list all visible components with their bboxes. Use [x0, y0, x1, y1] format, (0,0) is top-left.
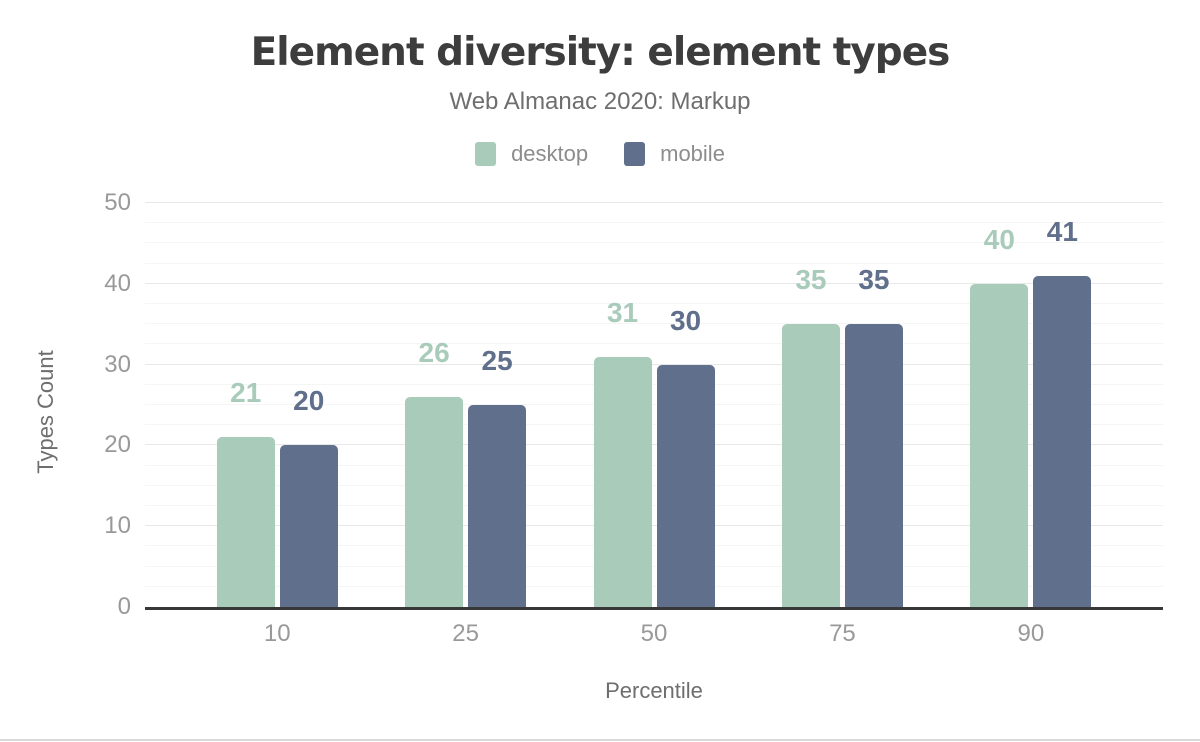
minor-gridline — [145, 383, 1163, 385]
chart-subtitle: Web Almanac 2020: Markup — [449, 88, 751, 115]
mobile-value-label: 20 — [293, 385, 325, 417]
x-tick-label: 90 — [1017, 620, 1045, 647]
minor-gridline — [145, 565, 1163, 567]
desktop-bar[interactable] — [593, 356, 652, 607]
major-gridline — [145, 444, 1163, 446]
bar-group-p50: 31 30 — [560, 203, 748, 607]
major-gridline — [145, 525, 1163, 527]
minor-gridline — [145, 424, 1163, 426]
bar-slot-mobile: 25 — [468, 203, 527, 607]
minor-gridline — [145, 323, 1163, 325]
bar-slot-mobile: 35 — [844, 203, 903, 607]
bar-group-p25: 26 25 — [371, 203, 559, 607]
minor-gridline — [145, 545, 1163, 547]
y-tick-label: 50 — [104, 189, 131, 216]
desktop-value-label: 31 — [606, 296, 639, 328]
desktop-bar[interactable] — [970, 283, 1029, 607]
bar-group-p10: 21 20 — [183, 203, 371, 607]
desktop-value-label: 35 — [795, 264, 827, 296]
bar-slot-desktop: 26 — [405, 203, 464, 607]
x-tick-label: 75 — [829, 620, 856, 647]
minor-gridline — [145, 404, 1163, 405]
legend-swatch-desktop — [475, 142, 497, 166]
y-tick-label: 40 — [104, 269, 131, 297]
bar-group-p75: 35 35 — [748, 203, 936, 607]
mobile-value-label: 30 — [669, 304, 702, 336]
minor-gridline — [145, 343, 1163, 345]
major-gridline — [145, 202, 1163, 203]
y-tick-label: 30 — [104, 350, 131, 378]
minor-gridline — [145, 484, 1163, 486]
bar-slot-mobile: 20 — [279, 203, 338, 607]
bar-slot-desktop: 31 — [593, 203, 652, 607]
minor-gridline — [145, 222, 1163, 224]
x-tick-label: 50 — [640, 620, 668, 647]
bar-slot-desktop: 21 — [216, 203, 275, 607]
bar-slot-desktop: 40 — [970, 203, 1029, 607]
minor-gridline — [145, 262, 1163, 264]
x-tick-label: 10 — [263, 620, 291, 647]
legend-label-desktop: desktop — [511, 141, 589, 166]
minor-gridline — [145, 464, 1163, 466]
bar-slot-mobile: 41 — [1033, 203, 1092, 607]
minor-gridline — [145, 303, 1163, 304]
minor-gridline — [145, 505, 1163, 506]
mobile-value-label: 25 — [481, 345, 513, 376]
bar-slot-desktop: 35 — [781, 203, 840, 607]
desktop-value-label: 26 — [418, 336, 450, 368]
y-tick-label: 10 — [104, 512, 131, 540]
bar-group-p90: 40 41 — [937, 203, 1125, 607]
mobile-bar[interactable] — [279, 445, 338, 607]
mobile-value-label: 41 — [1046, 215, 1078, 247]
legend-swatch-mobile — [624, 142, 646, 166]
legend-item-desktop[interactable]: desktop — [475, 141, 588, 167]
major-gridline — [145, 363, 1163, 365]
desktop-bar[interactable] — [405, 396, 464, 607]
mobile-value-label: 35 — [858, 264, 890, 296]
minor-gridline — [145, 585, 1163, 587]
y-tick-label: 20 — [104, 431, 131, 459]
mobile-bar[interactable] — [1033, 275, 1092, 607]
legend-label-mobile: mobile — [660, 141, 725, 166]
legend-item-mobile[interactable]: mobile — [624, 141, 725, 167]
major-gridline — [145, 282, 1163, 284]
plot-area: 0 10 20 30 40 50 21 20 26 25 31 30 35 35 40 41 — [104, 191, 1163, 619]
desktop-bar[interactable] — [216, 437, 275, 607]
desktop-bar[interactable] — [781, 324, 840, 607]
desktop-value-label: 21 — [230, 377, 262, 409]
x-axis-tick-labels: 10 25 50 75 90 — [145, 620, 1163, 648]
mobile-bar[interactable] — [468, 405, 527, 607]
x-axis-title: Percentile — [605, 678, 703, 703]
bar-slot-mobile: 30 — [656, 203, 715, 607]
x-tick-label: 25 — [452, 620, 479, 647]
minor-gridline — [145, 242, 1163, 244]
chart-title: Element diversity: element types — [250, 30, 951, 75]
y-axis-title: Types Count — [33, 350, 58, 474]
desktop-value-label: 40 — [983, 223, 1015, 255]
mobile-bar[interactable] — [844, 324, 903, 607]
legend: desktop mobile — [0, 141, 1200, 167]
figure-bottom-divider — [0, 739, 1200, 741]
bar-groups: 21 20 26 25 31 30 35 35 40 41 — [145, 203, 1163, 607]
mobile-bar[interactable] — [656, 364, 715, 607]
y-tick-label: 0 — [117, 593, 131, 620]
